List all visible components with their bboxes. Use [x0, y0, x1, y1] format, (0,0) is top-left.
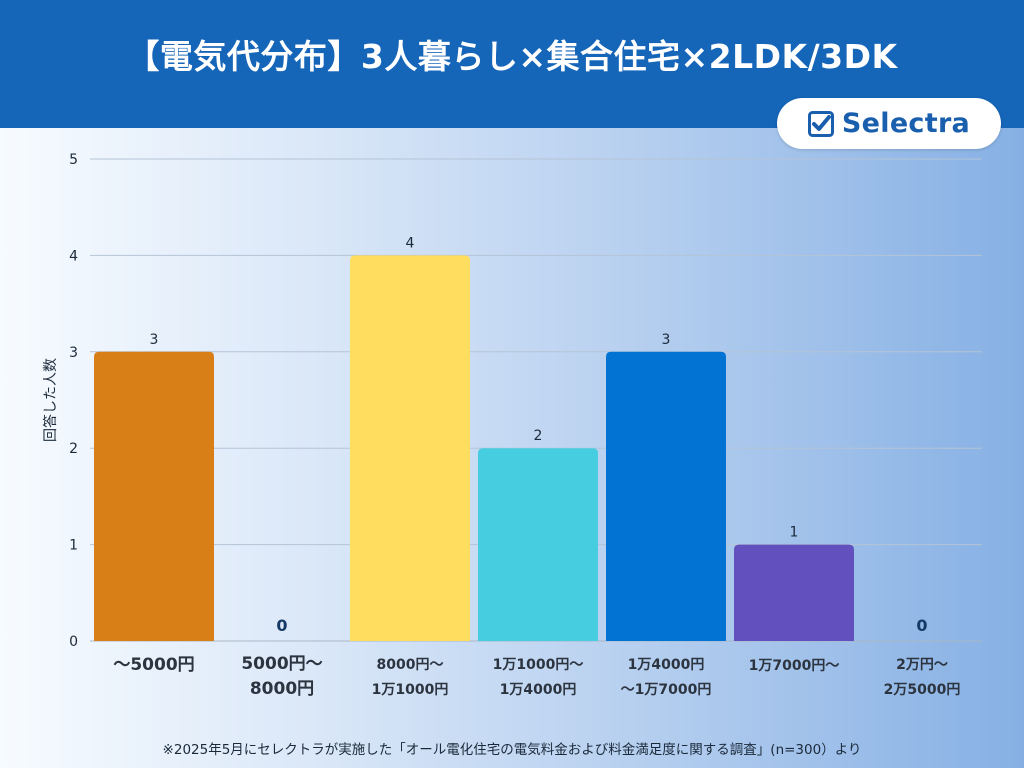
- x-tick-label: 1万4000円: [500, 682, 577, 698]
- x-tick-label: 〜1万7000円: [621, 682, 712, 698]
- footnote: ※2025年5月にセレクトラが実施した「オール電化住宅の電気料金および料金満足度…: [162, 742, 862, 758]
- y-tick-label: 5: [69, 152, 78, 168]
- y-axis-label: 回答した人数: [42, 358, 59, 442]
- data-label: 3: [662, 332, 671, 348]
- y-tick-label: 3: [69, 345, 78, 361]
- x-tick-label: 8000円〜: [377, 657, 444, 673]
- x-tick-label: 1万1000円: [372, 682, 449, 698]
- x-tick-label: 5000円〜: [241, 654, 322, 674]
- page-title: 【電気代分布】3人暮らし×集合住宅×2LDK/3DK: [126, 37, 898, 76]
- data-label: 2: [534, 428, 543, 444]
- data-label: 3: [150, 332, 159, 348]
- bar: [94, 351, 214, 641]
- x-tick-label: 1万7000円〜: [749, 658, 840, 674]
- logo-text: Selectra: [841, 108, 971, 139]
- checkbox-icon: [807, 110, 834, 137]
- data-label: 1: [790, 525, 799, 541]
- bar: [606, 351, 726, 641]
- data-label: 0: [916, 616, 927, 635]
- bar: [350, 255, 470, 641]
- bar: [734, 544, 854, 641]
- selectra-logo: Selectra: [777, 98, 1001, 149]
- y-tick-label: 2: [69, 441, 78, 457]
- x-tick-label: 1万1000円〜: [493, 657, 584, 673]
- data-label: 0: [276, 616, 287, 635]
- y-tick-label: 1: [69, 538, 78, 554]
- x-tick-label: 2万5000円: [884, 682, 961, 698]
- x-tick-label: 1万4000円: [628, 657, 705, 673]
- data-label: 4: [406, 235, 415, 251]
- y-tick-label: 4: [69, 248, 78, 264]
- y-tick-label: 0: [69, 634, 78, 650]
- x-tick-label: 〜5000円: [113, 655, 194, 675]
- header-bar: 【電気代分布】3人暮らし×集合住宅×2LDK/3DK: [0, 0, 1024, 128]
- x-tick-label: 8000円: [250, 679, 314, 699]
- x-tick-label: 2万円〜: [896, 657, 948, 673]
- bar: [478, 448, 598, 641]
